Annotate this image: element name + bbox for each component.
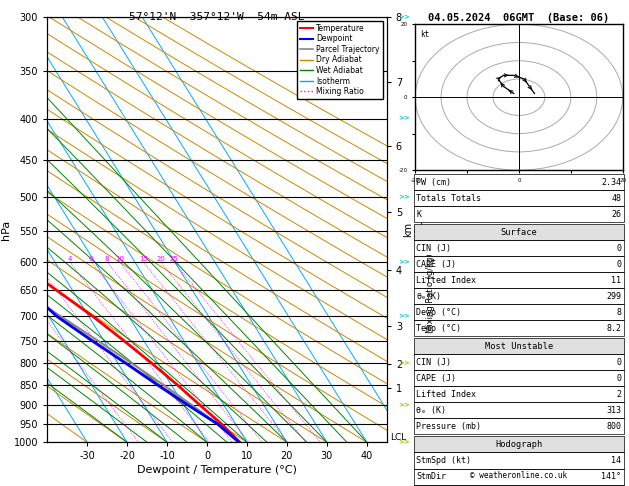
- Text: >>: >>: [399, 313, 410, 319]
- Text: 2.34: 2.34: [601, 177, 621, 187]
- Text: >>: >>: [399, 259, 410, 265]
- Text: Mixing Ratio (g/kg): Mixing Ratio (g/kg): [426, 254, 435, 333]
- Text: 11: 11: [611, 276, 621, 285]
- Text: StmDir: StmDir: [416, 472, 447, 481]
- Text: CIN (J): CIN (J): [416, 243, 452, 253]
- Text: 15: 15: [139, 256, 148, 262]
- Text: θₑ (K): θₑ (K): [416, 406, 447, 415]
- X-axis label: Dewpoint / Temperature (°C): Dewpoint / Temperature (°C): [137, 466, 297, 475]
- Text: 0: 0: [616, 260, 621, 269]
- Text: 8: 8: [105, 256, 109, 262]
- Text: 26: 26: [611, 209, 621, 219]
- Text: >>: >>: [399, 361, 410, 366]
- Text: 0: 0: [616, 358, 621, 367]
- Text: © weatheronline.co.uk: © weatheronline.co.uk: [470, 471, 567, 480]
- Text: LCL: LCL: [390, 433, 406, 442]
- Text: PW (cm): PW (cm): [416, 177, 452, 187]
- Text: Surface: Surface: [501, 227, 537, 237]
- Text: 20: 20: [156, 256, 165, 262]
- Text: >>: >>: [399, 14, 410, 20]
- Text: 04.05.2024  06GMT  (Base: 06): 04.05.2024 06GMT (Base: 06): [428, 13, 610, 23]
- Text: 48: 48: [611, 193, 621, 203]
- Text: 6: 6: [89, 256, 94, 262]
- Text: Pressure (mb): Pressure (mb): [416, 422, 481, 431]
- Text: 0: 0: [616, 243, 621, 253]
- Text: Lifted Index: Lifted Index: [416, 276, 476, 285]
- Text: >>: >>: [399, 194, 410, 200]
- Text: CIN (J): CIN (J): [416, 358, 452, 367]
- Text: 299: 299: [606, 292, 621, 301]
- Text: >>: >>: [399, 439, 410, 445]
- Text: 8.2: 8.2: [606, 324, 621, 333]
- Text: StmSpd (kt): StmSpd (kt): [416, 456, 471, 465]
- Text: Totals Totals: Totals Totals: [416, 193, 481, 203]
- Text: Hodograph: Hodograph: [495, 440, 543, 449]
- Y-axis label: hPa: hPa: [1, 220, 11, 240]
- Text: 800: 800: [606, 422, 621, 431]
- Text: >>: >>: [399, 116, 410, 122]
- Text: 4: 4: [67, 256, 72, 262]
- Text: >>: >>: [399, 402, 410, 408]
- Legend: Temperature, Dewpoint, Parcel Trajectory, Dry Adiabat, Wet Adiabat, Isotherm, Mi: Temperature, Dewpoint, Parcel Trajectory…: [297, 21, 383, 99]
- Text: 0: 0: [616, 374, 621, 383]
- Text: Lifted Index: Lifted Index: [416, 390, 476, 399]
- Text: K: K: [416, 209, 421, 219]
- Text: Temp (°C): Temp (°C): [416, 324, 462, 333]
- Text: 313: 313: [606, 406, 621, 415]
- Text: 57°12'N  357°12'W  54m ASL: 57°12'N 357°12'W 54m ASL: [129, 12, 305, 22]
- Text: CAPE (J): CAPE (J): [416, 260, 457, 269]
- Text: 8: 8: [616, 308, 621, 317]
- Text: θₑ(K): θₑ(K): [416, 292, 442, 301]
- Text: 25: 25: [170, 256, 179, 262]
- Text: CAPE (J): CAPE (J): [416, 374, 457, 383]
- Text: 141°: 141°: [601, 472, 621, 481]
- Y-axis label: km
ASL: km ASL: [403, 221, 425, 239]
- Text: 2: 2: [616, 390, 621, 399]
- Text: 14: 14: [611, 456, 621, 465]
- Text: 10: 10: [115, 256, 124, 262]
- Text: Dewp (°C): Dewp (°C): [416, 308, 462, 317]
- Text: kt: kt: [420, 30, 430, 39]
- Text: Most Unstable: Most Unstable: [485, 342, 553, 351]
